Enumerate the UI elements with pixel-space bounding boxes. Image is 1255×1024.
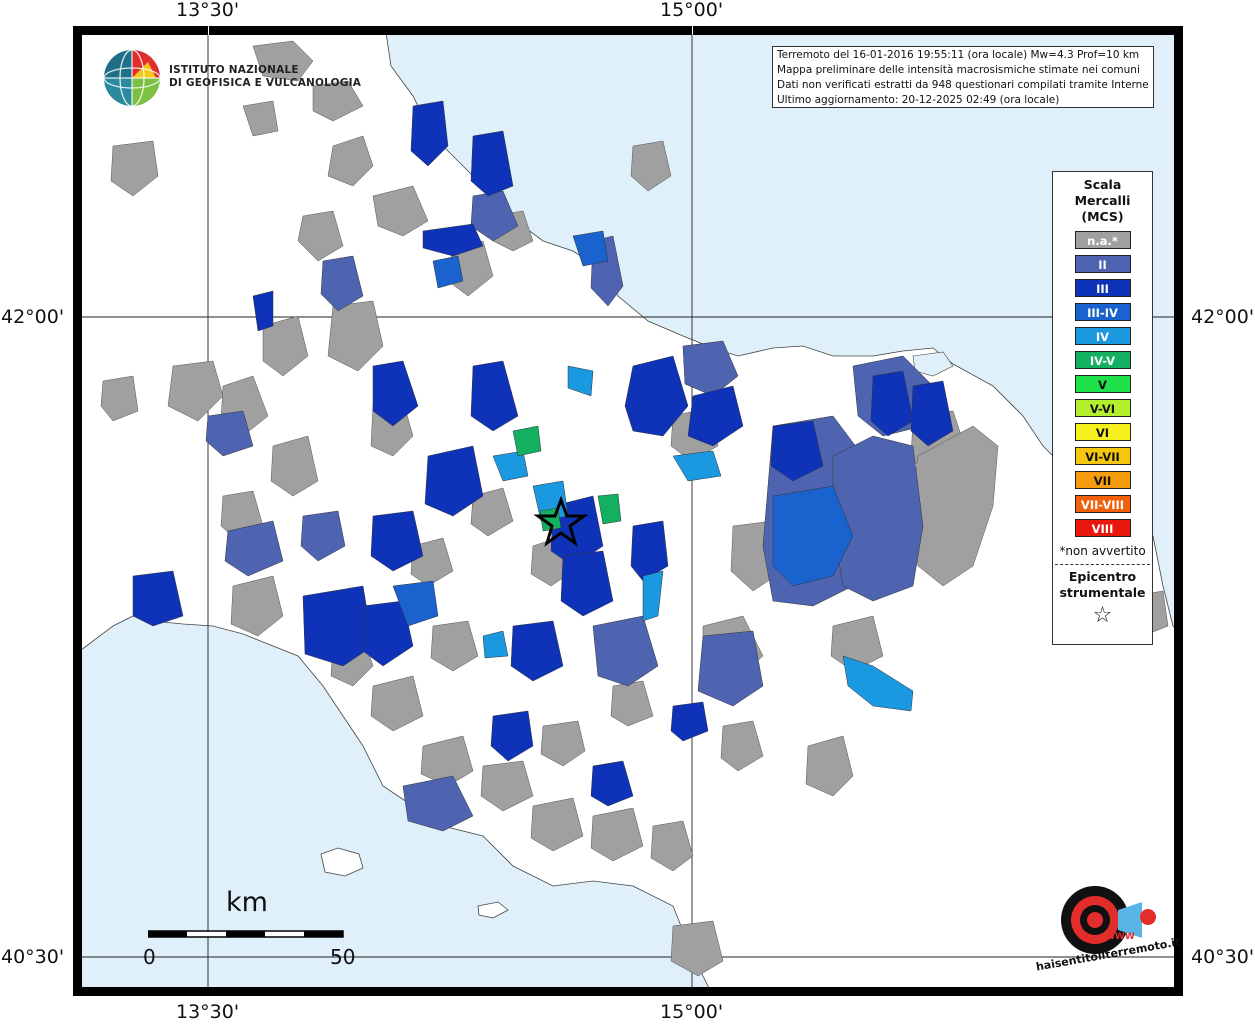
frame-border-bottom — [73, 987, 1183, 996]
legend-item-vii: VII — [1074, 471, 1131, 489]
legend-item-vi-vii: VI-VII — [1074, 447, 1131, 465]
scale-end: 50 — [330, 945, 356, 969]
ingv-name-line1: ISTITUTO NAZIONALE — [169, 64, 299, 76]
scale-bar — [148, 930, 344, 938]
frame-border-right — [1174, 26, 1183, 996]
frame-border-top — [73, 26, 1183, 35]
municipalities-intensity-III-IV — [392, 230, 854, 627]
event-info-line3: Dati non verificati estratti da 948 ques… — [777, 79, 1149, 91]
legend-item-iii-iv: III-IV — [1074, 303, 1131, 321]
longitude-label-top-right: 15°00' — [660, 0, 724, 21]
scale-start: 0 — [143, 945, 156, 969]
municipalities-intensity-III — [132, 100, 954, 807]
intensity-map[interactable] — [73, 26, 1183, 996]
map-frame — [73, 26, 1183, 996]
hai-sentito-watermark-logo — [1061, 886, 1156, 954]
ingv-globe-logo — [103, 49, 161, 107]
legend-item-iv-v: IV-V — [1074, 351, 1131, 369]
ingv-name-line2: DI GEOFISICA E VULCANOLOGIA — [169, 77, 362, 89]
event-info-line4: Ultimo aggiornamento: 20-12-2025 02:49 (… — [777, 94, 1060, 106]
island-capri — [477, 901, 509, 919]
longitude-label-bottom-right: 15°00' — [660, 1001, 724, 1023]
island-ischia — [320, 847, 364, 877]
legend-item-ii: II — [1074, 255, 1131, 273]
graticule — [73, 26, 1183, 996]
legend-item-v-vi: V-VI — [1074, 399, 1131, 417]
watermark-url: WWW — [1105, 932, 1135, 942]
legend-item-vi: VI — [1074, 423, 1131, 441]
legend-epicenter-label: Epicentro strumentale — [1059, 569, 1146, 600]
legend-item-iii: III — [1074, 279, 1131, 297]
legend-title: Scala Mercalli (MCS) — [1074, 177, 1131, 224]
legend-item-v: V — [1074, 375, 1131, 393]
frame-border-left — [73, 26, 82, 996]
legend-note: *non avvertito — [1059, 544, 1146, 558]
legend-item-n-a-: n.a.* — [1074, 231, 1131, 249]
longitude-label-top-left: 13°30' — [176, 0, 240, 21]
latitude-label-right-42: 42°00' — [1191, 306, 1255, 328]
latitude-label-left-42: 42°00' — [1, 306, 65, 328]
event-info-line1: Terremoto del 16-01-2016 19:55:11 (ora l… — [777, 49, 1140, 61]
mcs-legend: Scala Mercalli (MCS) n.a.* II III III-IV IV I… — [1052, 171, 1153, 645]
event-info-box: Terremoto del 16-01-2016 19:55:11 (ora l… — [772, 46, 1154, 108]
legend-item-vii-viii: VII-VIII — [1074, 495, 1131, 513]
legend-item-iv: IV — [1074, 327, 1131, 345]
scale-unit-label: km — [226, 887, 268, 918]
legend-separator — [1055, 564, 1150, 565]
event-info-line2: Mappa preliminare delle intensità macros… — [777, 64, 1140, 76]
latitude-label-left-4030: 40°30' — [1, 946, 65, 968]
legend-star-icon: ☆ — [1092, 603, 1113, 628]
latitude-label-right-4030: 40°30' — [1191, 946, 1255, 968]
epicenter-star[interactable] — [533, 495, 589, 547]
longitude-label-bottom-left: 13°30' — [176, 1001, 240, 1023]
legend-item-viii: VIII — [1074, 519, 1131, 537]
legend-items: n.a.* II III III-IV IV IV-V V V-VI VI VI-VII VII VI… — [1053, 231, 1152, 537]
municipalities-intensity-IV-V — [512, 425, 622, 532]
ingv-name: ISTITUTO NAZIONALE DI GEOFISICA E VULCAN… — [169, 64, 361, 90]
